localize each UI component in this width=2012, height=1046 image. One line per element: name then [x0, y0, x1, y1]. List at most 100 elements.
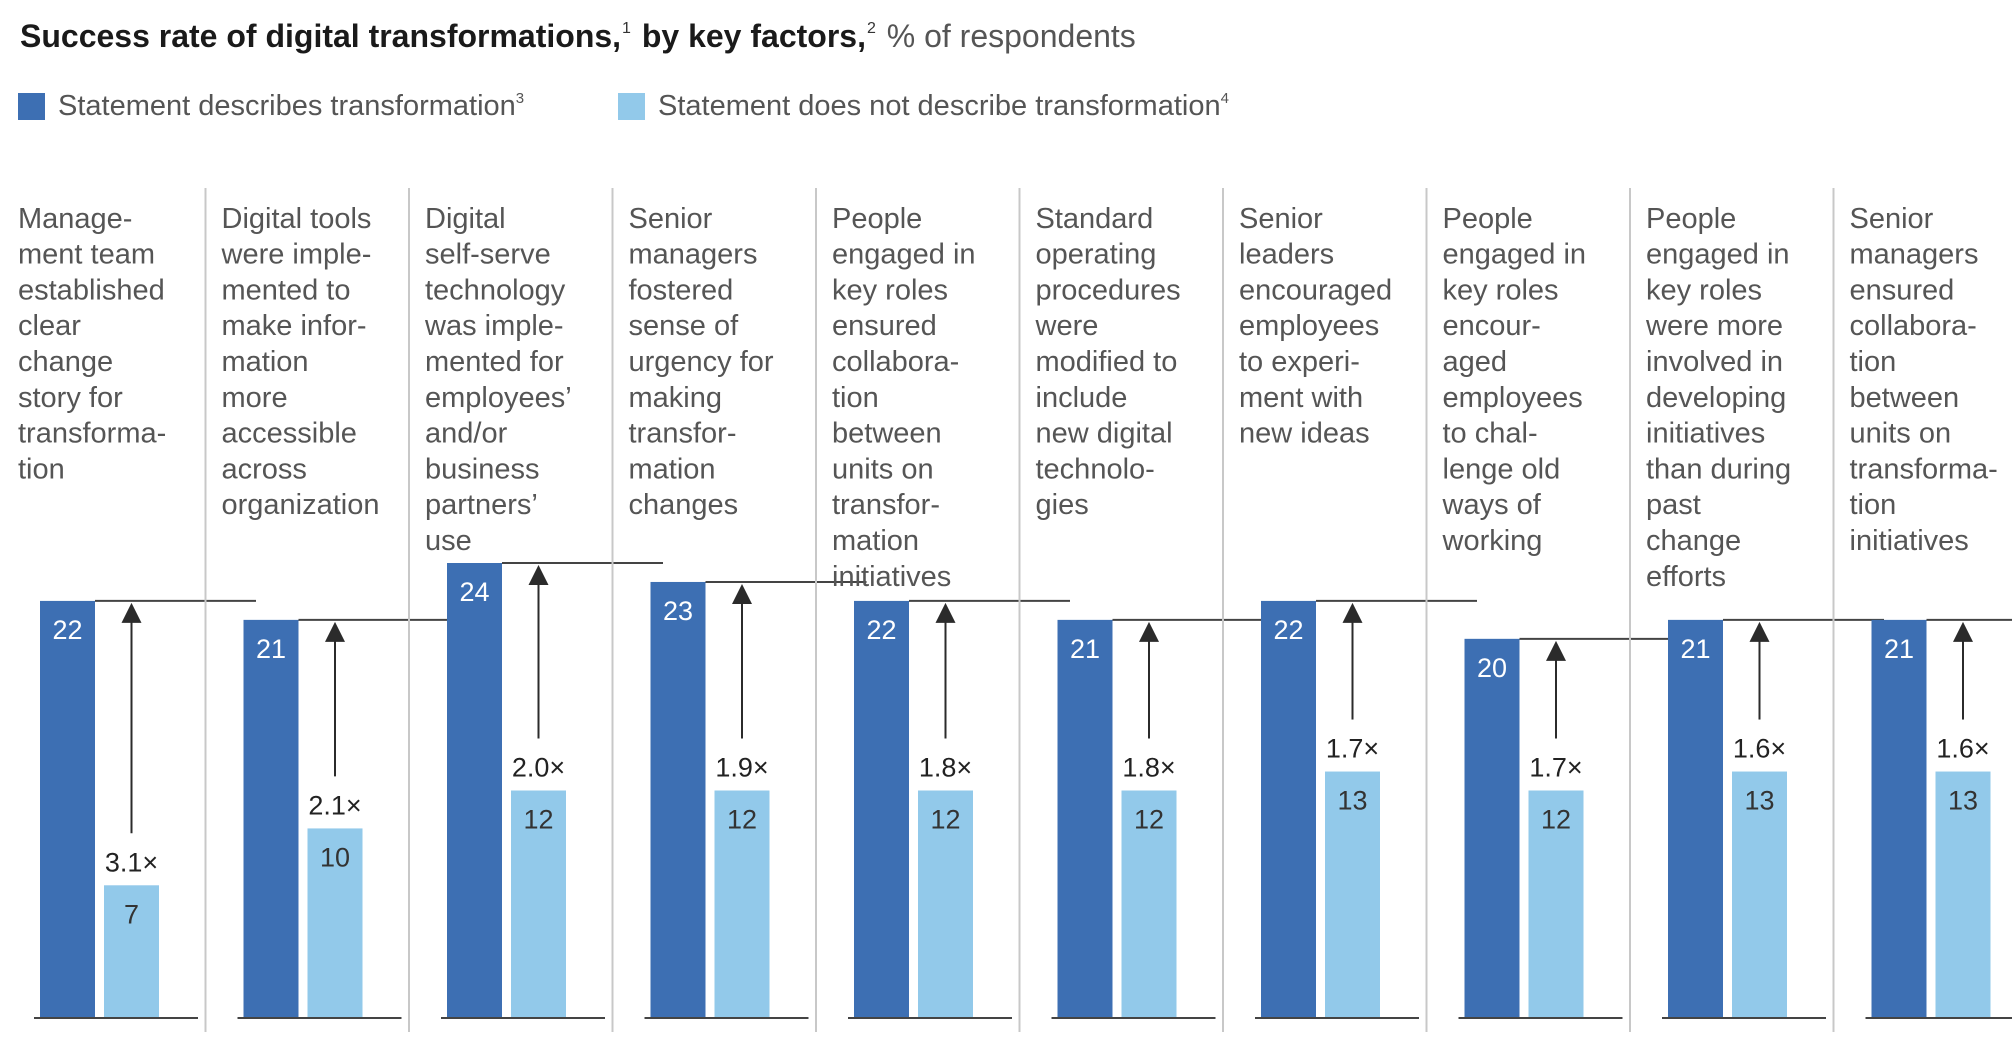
- ratio-label: 1.6×: [1733, 734, 1786, 764]
- category-label-line: technolo-: [1036, 453, 1155, 485]
- ratio-label: 3.1×: [105, 847, 158, 877]
- category-label-line: more: [222, 382, 288, 414]
- category-label-line: story for: [18, 382, 123, 414]
- category-label-line: leaders: [1239, 239, 1334, 271]
- category-label-line: ensured: [832, 310, 937, 342]
- bar-value-describes: 24: [459, 577, 489, 607]
- category-label-line: accessible: [222, 418, 357, 450]
- bar-not-describes: [1325, 771, 1380, 1018]
- category-label-line: make infor-: [222, 310, 367, 342]
- category-label-line: initiatives: [832, 561, 951, 593]
- category-label-line: sense of: [629, 310, 740, 342]
- category-label-line: Senior: [1850, 203, 1934, 235]
- legend-label-describes: Statement describes transformation: [58, 90, 516, 122]
- category-label-line: new ideas: [1239, 418, 1370, 450]
- category-label-line: clear: [18, 310, 81, 342]
- category-label-line: operating: [1036, 239, 1157, 271]
- category-label-line: initiatives: [1646, 418, 1765, 450]
- category-label-line: use: [425, 525, 472, 557]
- category-label-line: People: [1646, 203, 1736, 235]
- ratio-label: 2.1×: [308, 790, 361, 820]
- title-footnote-2: 2: [866, 20, 876, 37]
- bar-value-not-describes: 12: [727, 805, 757, 835]
- category-label-line: initiatives: [1850, 525, 1969, 557]
- category-label-line: business: [425, 453, 539, 485]
- bar-describes: [1668, 619, 1723, 1018]
- category-label-line: transforma-: [1850, 453, 1998, 485]
- bar-not-describes: [1121, 790, 1177, 1018]
- category-label-line: tion: [1850, 489, 1897, 521]
- category-label-line: units on: [832, 453, 934, 485]
- title-footnote-1: 1: [622, 20, 631, 37]
- category-label-line: tion: [18, 453, 65, 485]
- bar-describes: [1057, 619, 1113, 1018]
- bar-value-describes: 20: [1477, 653, 1507, 683]
- ratio-arrow-head: [325, 621, 345, 642]
- category-label-line: engaged in: [1443, 239, 1587, 271]
- category-label-line: Standard: [1036, 203, 1154, 235]
- bar-value-describes: 21: [1070, 634, 1100, 664]
- bar-describes: [1464, 638, 1520, 1018]
- ratio-label: 1.7×: [1326, 734, 1379, 764]
- category-label-line: encouraged: [1239, 274, 1392, 306]
- category-label-line: than during: [1646, 453, 1791, 485]
- category-label-line: Senior: [629, 203, 713, 235]
- category-label-line: efforts: [1646, 561, 1726, 593]
- category-label-line: collabora-: [1850, 310, 1977, 342]
- category-label-line: include: [1036, 382, 1128, 414]
- chart-title: Success rate of digital transformations,…: [20, 14, 1136, 58]
- category-label-line: new digital: [1036, 418, 1173, 450]
- bar-not-describes: [1935, 771, 1991, 1018]
- category-label-line: lenge old: [1443, 453, 1561, 485]
- category-label-line: were more: [1645, 310, 1783, 342]
- ratio-arrow-head: [1953, 621, 1973, 642]
- category-label-line: key roles: [1443, 274, 1559, 306]
- category-label-line: modified to: [1036, 346, 1178, 378]
- category-label-line: to chal-: [1443, 418, 1538, 450]
- category-label-line: changes: [629, 489, 739, 521]
- category-label-line: organization: [222, 489, 380, 521]
- category-label-line: change: [18, 346, 113, 378]
- category-label-line: People: [832, 203, 922, 235]
- category-label-line: employees: [1443, 382, 1583, 414]
- legend-footnote-3: 3: [515, 90, 525, 107]
- title-main-a: Success rate of digital transformations,: [20, 18, 622, 54]
- category-label-line: urgency for: [629, 346, 774, 378]
- category-label-line: across: [222, 453, 307, 485]
- category-label-line: ensured: [1850, 274, 1955, 306]
- bar-value-describes: 23: [663, 596, 693, 626]
- category-label-line: were: [1035, 310, 1099, 342]
- bar-not-describes: [511, 790, 566, 1018]
- bar-not-describes: [918, 790, 973, 1018]
- bar-value-describes: 22: [1273, 615, 1303, 645]
- bar-describes: [243, 619, 299, 1018]
- bar-describes: [650, 581, 706, 1018]
- bar-value-not-describes: 7: [124, 899, 139, 929]
- bar-describes: [447, 563, 502, 1018]
- category-label-line: collabora-: [832, 346, 959, 378]
- category-label-line: mented to: [222, 274, 351, 306]
- bar-describes: [1261, 600, 1316, 1018]
- category-label-line: making: [629, 382, 723, 414]
- bar-value-not-describes: 10: [320, 842, 350, 872]
- category-label-line: managers: [1850, 239, 1979, 271]
- category-label-line: partners’: [425, 489, 538, 521]
- bar-describes: [40, 600, 95, 1018]
- category-label-line: tion: [1850, 346, 1897, 378]
- category-label-line: People: [1443, 203, 1533, 235]
- category-label-line: established: [18, 274, 165, 306]
- ratio-label: 1.7×: [1529, 753, 1582, 783]
- ratio-arrow-head: [935, 602, 956, 623]
- category-label-line: aged: [1443, 346, 1508, 378]
- bar-not-describes: [714, 790, 770, 1018]
- category-label-line: was imple-: [424, 310, 564, 342]
- category-label-line: change: [1646, 525, 1741, 557]
- ratio-label: 1.8×: [1122, 753, 1175, 783]
- category-label-line: engaged in: [1646, 239, 1790, 271]
- category-label-line: transfor-: [832, 489, 940, 521]
- ratio-label: 1.6×: [1936, 734, 1989, 764]
- title-unit: % of respondents: [886, 18, 1136, 54]
- category-label-line: units on: [1850, 418, 1952, 450]
- bar-not-describes: [104, 885, 159, 1018]
- category-label-line: involved in: [1646, 346, 1783, 378]
